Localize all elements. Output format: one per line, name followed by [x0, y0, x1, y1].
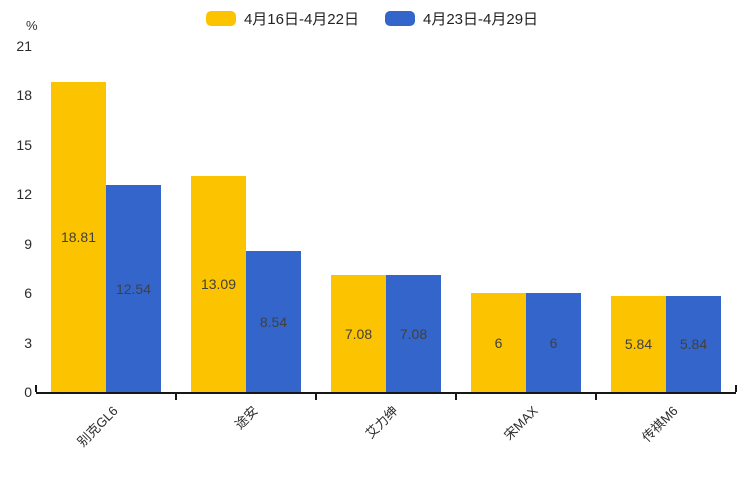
bar-series2-别克GL6[interactable] — [106, 185, 161, 392]
x-category-label-宋MAX: 宋MAX — [501, 403, 541, 443]
legend-label-series1: 4月16日-4月22日 — [243, 11, 359, 28]
y-axis-unit-label: % — [26, 18, 38, 33]
y-tick-label-12: 12 — [16, 186, 32, 203]
bar-series1-别克GL6[interactable] — [51, 82, 106, 392]
x-axis-tick — [455, 394, 457, 400]
bar-series1-传祺M6[interactable] — [611, 295, 666, 392]
x-category-label-传祺M6: 传祺M6 — [638, 403, 681, 445]
y-tick-label-21: 21 — [16, 38, 32, 54]
bar-series1-途安[interactable] — [191, 176, 246, 392]
x-category-label-途安: 途安 — [231, 403, 261, 433]
y-tick-label-0: 0 — [24, 384, 32, 400]
bar-series2-宋MAX[interactable] — [526, 293, 581, 392]
x-category-label-艾力绅: 艾力绅 — [362, 403, 401, 442]
x-axis-tick — [735, 385, 737, 392]
y-tick-label-6: 6 — [24, 285, 32, 302]
bar-series2-艾力绅[interactable] — [386, 275, 441, 392]
y-tick-label-9: 9 — [24, 235, 32, 252]
x-axis-tick — [315, 394, 317, 400]
y-tick-label-15: 15 — [16, 136, 32, 153]
legend-item-series2[interactable]: 4月23日-4月29日 — [385, 8, 538, 29]
bar-series1-艾力绅[interactable] — [331, 275, 386, 392]
chart-legend: 4月16日-4月22日 4月23日-4月29日 — [0, 8, 744, 29]
x-axis-tick — [595, 394, 597, 400]
bar-series2-传祺M6[interactable] — [666, 295, 721, 392]
legend-item-series1[interactable]: 4月16日-4月22日 — [205, 8, 359, 29]
bar-series1-宋MAX[interactable] — [471, 293, 526, 392]
legend-label-series2: 4月23日-4月29日 — [423, 11, 539, 28]
bar-series2-途安[interactable] — [246, 251, 301, 392]
x-axis-line — [36, 392, 736, 394]
x-category-label-别克GL6: 别克GL6 — [74, 403, 121, 450]
legend-swatch-blue — [385, 11, 415, 26]
legend-swatch-yellow — [205, 11, 236, 26]
x-axis-tick — [175, 394, 177, 400]
x-axis-tick — [35, 385, 37, 392]
y-tick-label-18: 18 — [16, 87, 32, 104]
y-tick-label-3: 3 — [24, 334, 32, 351]
